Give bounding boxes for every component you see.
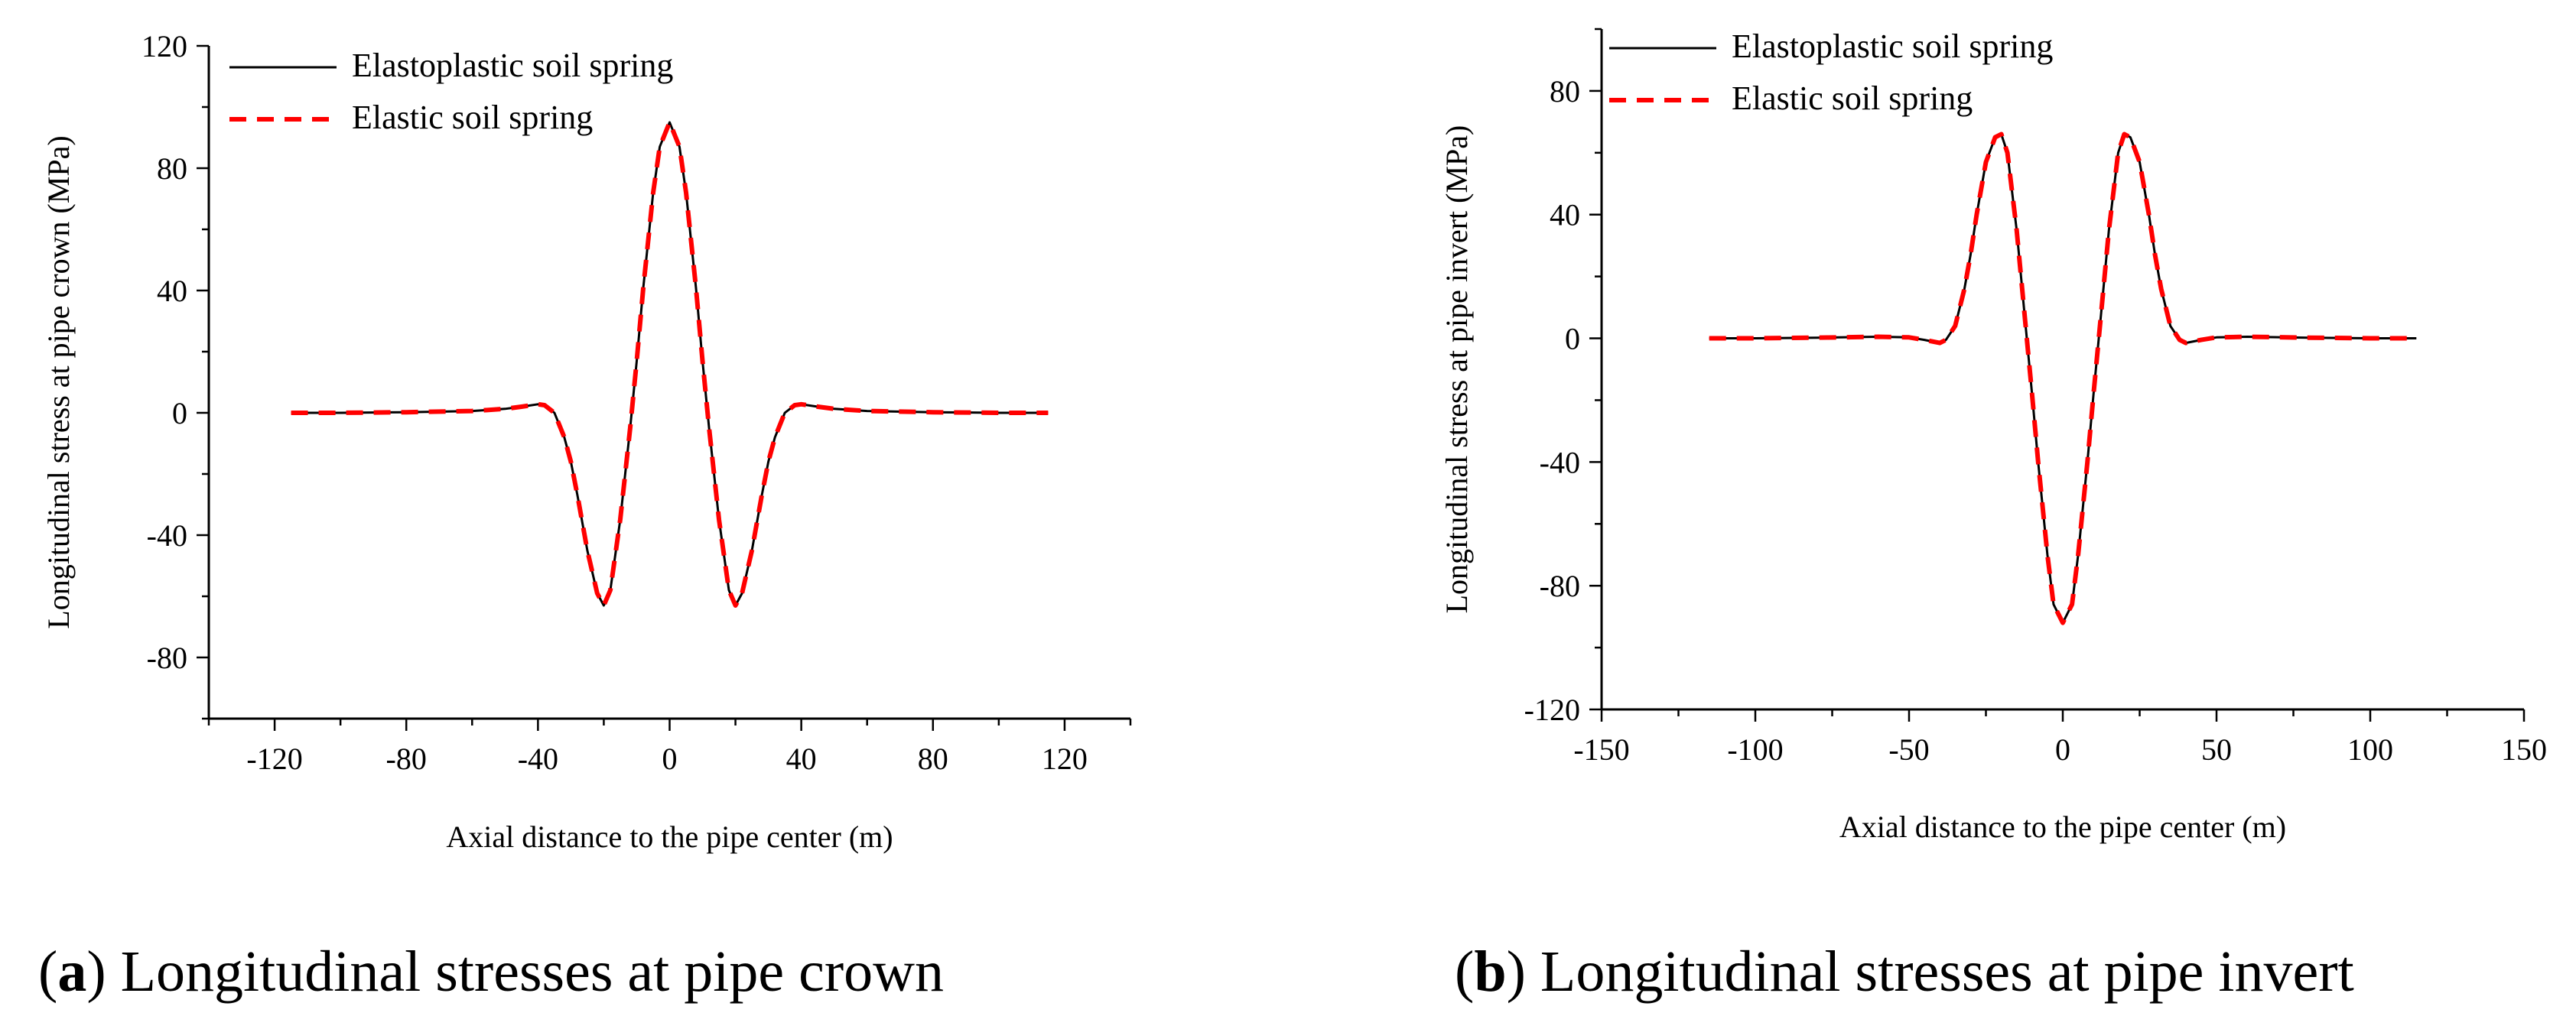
chart-pipe-crown: -120 -80 -40 0 40 80 120 -80 -40 0 40 80 120 Axial di… xyxy=(41,29,1132,854)
x-tick-label: 0 xyxy=(662,742,678,776)
y-axis-label: Longitudinal stress at pipe invert (MPa) xyxy=(1439,125,1474,614)
y-tick-label: -80 xyxy=(1540,569,1580,603)
y-tick-label: 80 xyxy=(1550,74,1580,109)
y-tick-label: 40 xyxy=(1550,198,1580,232)
x-tick-label: -150 xyxy=(1573,732,1629,767)
x-tick-label: 80 xyxy=(918,742,948,776)
y-tick-label: 0 xyxy=(1565,322,1580,356)
x-tick-label: 100 xyxy=(2347,732,2393,767)
y-tick-label: 80 xyxy=(157,151,187,186)
caption-a: (a) Longitudinal stresses at pipe crown xyxy=(38,940,945,1004)
x-axis-label: Axial distance to the pipe center (m) xyxy=(446,820,893,854)
x-tick-label: 0 xyxy=(2055,732,2070,767)
chart-pipe-invert: -150 -100 -50 0 50 100 150 -120 -80 -40 0 40 80 Axial… xyxy=(1439,28,2547,844)
y-tick-label: -40 xyxy=(147,518,187,553)
series-line-elastoplastic xyxy=(291,121,1049,607)
legend-label: Elastoplastic soil spring xyxy=(352,47,673,84)
x-tick-label: -50 xyxy=(1888,732,1929,767)
caption-a-letter: a xyxy=(57,940,87,1004)
x-tick-label: -40 xyxy=(518,742,558,776)
y-tick-label: 0 xyxy=(172,396,187,430)
series-line-elastoplastic xyxy=(1709,133,2417,625)
caption-b: (b) Longitudinal stresses at pipe invert xyxy=(1455,940,2354,1004)
y-tick-label: 40 xyxy=(157,274,187,308)
legend-label: Elastic soil spring xyxy=(352,99,593,136)
x-tick-label: 120 xyxy=(1042,742,1088,776)
x-tick-label: 50 xyxy=(2201,732,2232,767)
y-axis-label: Longitudinal stress at pipe crown (MPa) xyxy=(41,135,76,628)
x-tick-label: -100 xyxy=(1727,732,1783,767)
y-tick-label: 120 xyxy=(141,29,187,63)
y-tick-label: -120 xyxy=(1524,693,1580,727)
y-tick-label: -40 xyxy=(1540,445,1580,479)
x-tick-label: 40 xyxy=(786,742,817,776)
x-tick-label: -80 xyxy=(386,742,427,776)
x-tick-label: 150 xyxy=(2501,732,2547,767)
x-axis-label: Axial distance to the pipe center (m) xyxy=(1839,810,2286,844)
legend-label: Elastoplastic soil spring xyxy=(1732,28,2053,65)
caption-b-letter: b xyxy=(1474,940,1507,1004)
series-line-elastic xyxy=(1709,131,2417,625)
caption-b-text: Longitudinal stresses at pipe invert xyxy=(1525,940,2354,1004)
x-tick-label: -120 xyxy=(246,742,302,776)
caption-a-text: Longitudinal stresses at pipe crown xyxy=(106,940,945,1004)
y-tick-label: -80 xyxy=(147,641,187,675)
legend-label: Elastic soil spring xyxy=(1732,80,1973,117)
series-line-elastic xyxy=(291,120,1049,608)
